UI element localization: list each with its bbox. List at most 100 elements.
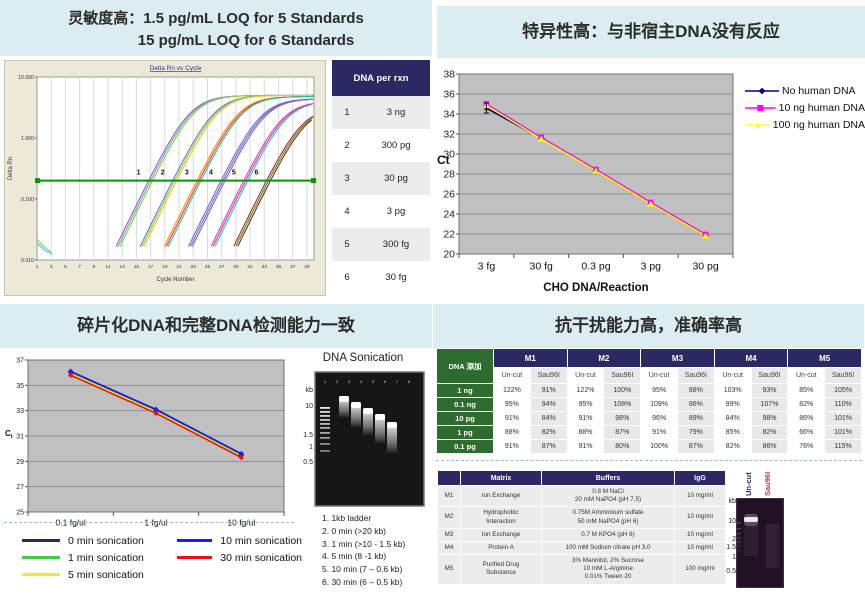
recovery-value: 100%: [650, 443, 669, 450]
x-tick-label: 3: [50, 264, 53, 270]
ladder-band: [320, 423, 330, 425]
legend-label: 30 min sonication: [220, 551, 302, 564]
recovery-value: 82%: [751, 426, 788, 439]
column-header: [438, 471, 460, 485]
amp-plot-title: Delta Rn vs Cycle: [150, 65, 202, 72]
recovery-value: 87%: [530, 440, 567, 453]
group-header: M2: [567, 349, 641, 367]
legend-item: 30 min sonication: [177, 549, 302, 566]
x-axis-label: Cycle Number: [156, 277, 194, 283]
dna-smear: [387, 422, 397, 454]
x-tick-label: 29: [233, 264, 239, 270]
recovery-value: 86%: [677, 398, 714, 411]
standard-index: 6: [344, 272, 350, 283]
ladder-band: [320, 427, 330, 429]
x-tick-label: 3 fg: [478, 261, 496, 273]
ladder-band: [737, 533, 741, 535]
text-line: Ion Exchange: [481, 492, 521, 500]
text-line: 0.8 M NaCl: [592, 488, 624, 495]
recovery-value: 80%: [604, 440, 641, 453]
recovery-value: 88%: [578, 429, 593, 436]
gel-lane-number: 7: [396, 379, 399, 384]
baseline-trace: [36, 242, 53, 255]
divider-dashed: [4, 522, 294, 523]
gel-lane-number: 6: [384, 379, 387, 384]
table-row: 0.1 pg 91% 87% 91% 80% 100% 87% 82% 86% 76% 115%: [437, 440, 861, 453]
specificity-title: 特异性高：与非宿主DNA没有反应: [437, 6, 865, 58]
recovery-value: 89%: [677, 412, 714, 425]
recovery-value: 82%: [530, 426, 567, 439]
recovery-value: 105%: [825, 384, 861, 397]
sub-header: Sau96I: [604, 368, 641, 383]
legend-line: [22, 539, 60, 542]
amplification-curve: [233, 115, 314, 247]
x-tick-label: 37: [290, 264, 296, 270]
recovery-value: 109%: [650, 401, 669, 408]
recovery-value: 95%: [504, 401, 519, 408]
recovery-value: 91%: [652, 429, 667, 436]
dna-smear-band: [339, 396, 349, 402]
x-tick-label: 30 fg: [530, 261, 554, 273]
legend-item: 1 min sonication: [22, 549, 177, 566]
gel-image: [314, 371, 425, 507]
y-tick-label: 36: [443, 89, 455, 101]
text-line: Hydrophobic: [483, 509, 519, 517]
x-tick-label: 33: [262, 264, 268, 270]
dna-table: DNA per rxn 1 3 ng 2 300 pg 3 30 pg 4 3 pg 5 300 f…: [332, 60, 430, 294]
ladder-band: [737, 528, 741, 530]
buffer-composition: 0.75M Ammonium sulfate 50 mM NaPO4 (pH 6): [542, 507, 674, 528]
group-header: M4: [714, 349, 788, 367]
matrix-name: Ion Exchange: [461, 528, 541, 541]
sau96i-smear: [766, 524, 779, 568]
standard-amount: 30 fg: [385, 272, 407, 283]
ladder-band: [737, 522, 741, 524]
ladder-band: [320, 443, 330, 445]
amplification-curve: [212, 103, 313, 247]
sub-header: Sau96I: [825, 368, 861, 383]
standard-number-label: 1: [137, 170, 141, 177]
data-marker: [701, 232, 710, 239]
standard-amount: 300 pg: [381, 140, 411, 151]
gel-lane-number: 8: [408, 379, 411, 384]
panel-interference: 抗干扰能力高，准确率高 DNA 添加 M1 M2 M3 M4 M5 Un-cut Sau96I…: [433, 300, 865, 596]
amplification-curve: [210, 102, 314, 247]
matrix-name: Purified Drug Substance: [461, 555, 541, 584]
y-tick-label: 10.000: [18, 75, 34, 81]
x-tick-label: 13: [120, 264, 126, 270]
text-line: Interaction: [486, 517, 516, 525]
x-tick-label: 9: [92, 264, 95, 270]
row-label: 1 ng: [437, 384, 493, 397]
legend-label: No human DNA: [782, 84, 856, 97]
recovery-value: 76%: [799, 443, 814, 450]
y-tick-label: 28: [443, 169, 455, 181]
x-tick-label: 17: [148, 264, 154, 270]
recovery-value: 88%: [677, 384, 714, 397]
recovery-value: 66%: [799, 429, 814, 436]
gel-caption-line: 4. 5 min (8 -1 kb): [322, 551, 387, 562]
x-tick-label: 15: [134, 264, 140, 270]
recovery-value: 98%: [604, 412, 641, 425]
gel-image: [736, 498, 784, 588]
recovery-value: 82%: [799, 401, 814, 408]
recovery-value: 84%: [530, 412, 567, 425]
dna-smear: [363, 408, 373, 436]
matrix-name: Ion Exchange: [461, 486, 541, 507]
text-line: 0.01% Tween 20: [584, 573, 632, 581]
y-tick-label: 22: [443, 229, 455, 241]
amp-plot-area: [36, 76, 315, 261]
text-line: Substance: [486, 569, 516, 577]
recovery-value: 85%: [725, 429, 740, 436]
y-tick-label: 29: [16, 459, 24, 466]
standard-number-label: 2: [161, 170, 165, 177]
table-subheader-row: Un-cut Sau96I Un-cut Sau96I Un-cut Sau96I Un-c…: [437, 368, 861, 383]
standard-amount: 3 pg: [386, 206, 406, 217]
panel-sensitivity: 灵敏度高：1.5 pg/mL LOQ for 5 Standards 15 pg…: [0, 0, 432, 298]
x-tick-label: 21: [176, 264, 182, 270]
igg-concentration: 100 mg/ml: [675, 555, 725, 584]
recovery-value: 95%: [652, 387, 667, 394]
ladder-band: [320, 419, 330, 421]
y-axis-label: Delta Rn: [8, 157, 14, 180]
recovery-value: 85%: [799, 387, 814, 394]
recovery-value: 96%: [652, 415, 667, 422]
